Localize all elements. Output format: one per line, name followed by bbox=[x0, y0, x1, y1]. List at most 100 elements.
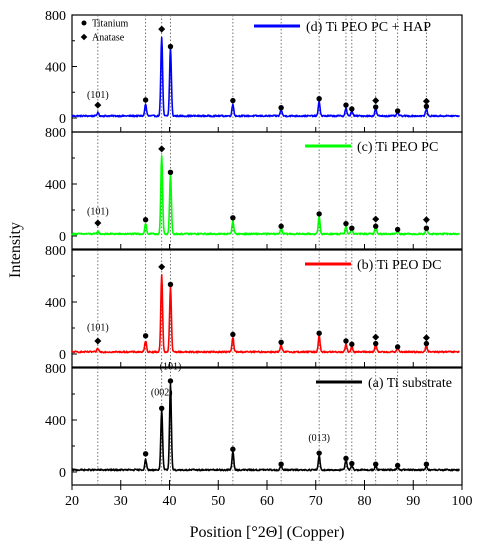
y-tick-label: 400 bbox=[45, 296, 66, 311]
legend-label: (c) Ti PEO PC bbox=[357, 140, 438, 155]
y-tick-label: 0 bbox=[59, 348, 66, 363]
pattern-line bbox=[71, 36, 461, 118]
titanium-marker bbox=[423, 461, 430, 467]
legend-label: (b) Ti PEO DC bbox=[357, 258, 441, 273]
titanium-marker bbox=[373, 104, 379, 110]
titanium-marker bbox=[394, 462, 401, 469]
x-tick-label: 90 bbox=[406, 494, 420, 509]
titanium-marker bbox=[167, 281, 174, 288]
titanium-marker bbox=[343, 220, 349, 227]
titanium-marker bbox=[167, 378, 174, 384]
titanium-marker bbox=[394, 108, 401, 114]
titanium-marker bbox=[373, 223, 379, 229]
titanium-marker bbox=[316, 95, 322, 102]
peak-annotation: (013) bbox=[308, 433, 330, 444]
anatase-marker bbox=[94, 101, 102, 109]
titanium-marker bbox=[423, 340, 430, 347]
x-axis-title: Position [°2Θ] (Copper) bbox=[190, 524, 345, 541]
panel-a: 0 400 800 (002) (101) (013) (a) Ti substrate bbox=[45, 361, 463, 486]
titanium-marker bbox=[316, 211, 322, 217]
pattern-line bbox=[71, 273, 460, 354]
titanium-marker bbox=[423, 225, 430, 231]
titanium-marker bbox=[278, 105, 284, 111]
anatase-marker bbox=[158, 145, 166, 153]
anatase-marker bbox=[158, 263, 166, 271]
peak-annotation: (002) bbox=[151, 387, 173, 398]
x-tick-label: 70 bbox=[309, 494, 323, 509]
titanium-marker bbox=[159, 405, 165, 411]
titanium-marker bbox=[349, 225, 355, 231]
x-tick-label: 30 bbox=[114, 494, 128, 509]
titanium-marker bbox=[230, 331, 236, 338]
titanium-marker bbox=[142, 333, 149, 339]
panels-layer: 0 400 800 (101) (d) Ti PEO PC + HAP 0 400 800 (1… bbox=[45, 9, 463, 486]
titanium-marker bbox=[343, 455, 349, 462]
titanium-marker bbox=[278, 223, 284, 229]
titanium-marker bbox=[349, 106, 355, 112]
anatase-marker bbox=[422, 216, 430, 224]
anatase-marker bbox=[372, 333, 380, 341]
y-tick-label: 0 bbox=[59, 466, 66, 481]
titanium-marker bbox=[349, 460, 355, 467]
x-tick-label: 60 bbox=[260, 494, 274, 509]
titanium-marker bbox=[349, 341, 355, 347]
key-label: Titanium bbox=[92, 19, 129, 30]
panel-c: 0 400 800 (101) (c) Ti PEO PC bbox=[45, 126, 463, 250]
titanium-marker bbox=[373, 461, 379, 467]
anatase-marker bbox=[372, 97, 380, 105]
y-tick-label: 800 bbox=[45, 362, 66, 377]
y-tick-label: 800 bbox=[45, 244, 66, 259]
titanium-marker bbox=[394, 344, 401, 350]
y-tick-label: 400 bbox=[45, 178, 66, 193]
anatase-marker bbox=[94, 337, 102, 345]
titanium-marker bbox=[142, 97, 149, 103]
x-tick-label: 40 bbox=[163, 494, 177, 509]
titanium-marker bbox=[142, 451, 149, 457]
legend-label: (d) Ti PEO PC + HAP bbox=[306, 20, 431, 35]
peak-annotation: (101) bbox=[87, 207, 109, 218]
peak-annotation: (101) bbox=[87, 90, 109, 101]
anatase-marker bbox=[422, 97, 430, 105]
titanium-marker bbox=[167, 43, 174, 50]
titanium-marker bbox=[278, 339, 284, 345]
titanium-marker bbox=[230, 215, 236, 221]
x-axis: 20 30 40 50 60 70 80 90 100 bbox=[65, 485, 473, 509]
y-tick-label: 800 bbox=[45, 126, 66, 141]
pattern-line bbox=[71, 383, 460, 472]
peak-annotation: (101) bbox=[160, 361, 182, 372]
peak-annotation: (101) bbox=[87, 323, 109, 334]
titanium-marker bbox=[230, 446, 236, 452]
titanium-marker bbox=[394, 226, 401, 233]
titanium-marker bbox=[278, 461, 284, 467]
titanium-marker bbox=[167, 169, 174, 175]
key-label: Anatase bbox=[92, 33, 125, 44]
y-tick-label: 400 bbox=[45, 414, 66, 429]
titanium-marker bbox=[230, 97, 236, 104]
titanium-marker bbox=[343, 338, 349, 344]
titanium-marker bbox=[373, 340, 379, 347]
x-tick-label: 50 bbox=[211, 494, 225, 509]
y-tick-label: 800 bbox=[45, 9, 66, 24]
titanium-marker bbox=[142, 217, 149, 223]
titanium-marker bbox=[316, 330, 322, 336]
marker-key: Titanium Anatase bbox=[80, 19, 129, 44]
panel-b: 0 400 800 (101) (b) Ti PEO DC bbox=[45, 244, 463, 368]
x-tick-label: 100 bbox=[452, 494, 473, 509]
anatase-marker bbox=[372, 215, 380, 223]
key-anatase-icon bbox=[80, 33, 88, 41]
y-tick-label: 0 bbox=[59, 230, 66, 245]
pattern-line bbox=[71, 154, 461, 236]
legend-label: (a) Ti substrate bbox=[368, 376, 452, 391]
anatase-marker bbox=[422, 334, 430, 342]
y-tick-label: 400 bbox=[45, 61, 66, 76]
y-axis-title: Intensity bbox=[7, 222, 24, 278]
titanium-marker bbox=[316, 450, 322, 456]
titanium-marker bbox=[423, 103, 430, 110]
anatase-marker bbox=[94, 219, 102, 227]
x-tick-label: 80 bbox=[358, 494, 372, 509]
anatase-marker bbox=[158, 25, 166, 33]
key-titanium-icon bbox=[81, 20, 87, 26]
y-tick-label: 0 bbox=[59, 112, 66, 127]
titanium-marker bbox=[343, 102, 349, 108]
